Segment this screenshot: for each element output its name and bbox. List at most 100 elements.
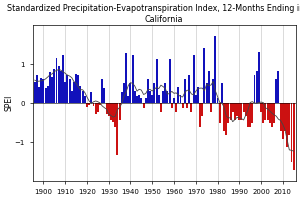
Bar	[208, 71, 210, 103]
Bar	[34, 82, 36, 103]
Bar	[58, 66, 60, 103]
Bar	[86, 103, 88, 107]
Bar	[77, 75, 79, 103]
Bar	[149, 91, 151, 103]
Bar	[80, 86, 81, 103]
Bar	[188, 75, 190, 103]
Bar	[164, 83, 166, 103]
Bar	[286, 103, 288, 147]
Bar	[123, 83, 125, 103]
Bar	[223, 103, 225, 131]
Bar	[95, 103, 97, 114]
Bar	[173, 99, 175, 103]
Bar	[108, 103, 110, 116]
Bar	[130, 83, 131, 103]
Bar	[38, 87, 40, 103]
Bar	[151, 95, 153, 103]
Bar	[249, 103, 251, 127]
Bar	[140, 99, 142, 103]
Bar	[45, 88, 46, 103]
Bar	[162, 91, 164, 103]
Bar	[293, 103, 295, 170]
Bar	[103, 88, 105, 103]
Bar	[114, 103, 116, 127]
Bar	[40, 78, 42, 103]
Bar	[219, 103, 221, 123]
Bar	[142, 103, 145, 108]
Bar	[36, 75, 38, 103]
Bar	[97, 103, 99, 112]
Bar	[206, 83, 208, 103]
Bar	[147, 79, 149, 103]
Bar	[210, 103, 212, 112]
Bar	[201, 103, 203, 116]
Bar	[275, 79, 277, 103]
Bar	[75, 74, 77, 103]
Bar	[182, 103, 184, 108]
Bar	[271, 103, 273, 127]
Bar	[169, 59, 171, 103]
Bar	[267, 103, 268, 120]
Bar	[43, 79, 44, 103]
Bar	[232, 103, 234, 112]
Title: Standardized Precipitation-Evapotranspiration Index, 12-Months Ending in July
Ca: Standardized Precipitation-Evapotranspir…	[7, 4, 300, 24]
Bar	[290, 103, 292, 162]
Bar	[116, 103, 119, 155]
Bar	[262, 103, 264, 123]
Bar	[99, 103, 101, 105]
Bar	[53, 69, 55, 103]
Bar	[49, 72, 51, 103]
Bar	[110, 103, 112, 120]
Bar	[269, 103, 271, 123]
Bar	[254, 75, 256, 103]
Bar	[60, 71, 62, 103]
Bar	[84, 96, 86, 103]
Bar	[260, 103, 262, 112]
Bar	[234, 103, 236, 120]
Bar	[225, 103, 227, 135]
Bar	[193, 56, 195, 103]
Bar	[197, 87, 199, 103]
Bar	[121, 92, 123, 103]
Bar	[203, 48, 206, 103]
Bar	[273, 103, 275, 123]
Bar	[288, 103, 290, 135]
Bar	[199, 103, 201, 127]
Bar	[167, 91, 168, 103]
Y-axis label: SPEI: SPEI	[4, 95, 13, 111]
Bar	[136, 96, 138, 103]
Bar	[280, 103, 282, 131]
Bar	[71, 91, 73, 103]
Bar	[278, 71, 279, 103]
Bar	[92, 103, 95, 106]
Bar	[241, 103, 242, 120]
Bar	[90, 92, 92, 103]
Bar	[64, 82, 66, 103]
Bar	[238, 103, 240, 120]
Bar	[156, 59, 158, 103]
Bar	[227, 103, 230, 123]
Bar	[212, 79, 214, 103]
Bar	[62, 56, 64, 103]
Bar	[258, 52, 260, 103]
Bar	[153, 83, 155, 103]
Bar	[236, 103, 238, 116]
Bar	[284, 103, 286, 131]
Bar	[171, 103, 173, 108]
Bar	[251, 103, 253, 123]
Bar	[101, 79, 103, 103]
Bar	[47, 86, 49, 103]
Bar	[51, 77, 53, 103]
Bar	[138, 95, 140, 103]
Bar	[132, 56, 134, 103]
Bar	[230, 103, 232, 120]
Bar	[66, 75, 68, 103]
Bar	[177, 87, 179, 103]
Bar	[69, 79, 70, 103]
Bar	[264, 103, 266, 120]
Bar	[256, 71, 258, 103]
Bar	[106, 103, 107, 114]
Bar	[118, 103, 121, 120]
Bar	[158, 95, 160, 103]
Bar	[282, 103, 284, 139]
